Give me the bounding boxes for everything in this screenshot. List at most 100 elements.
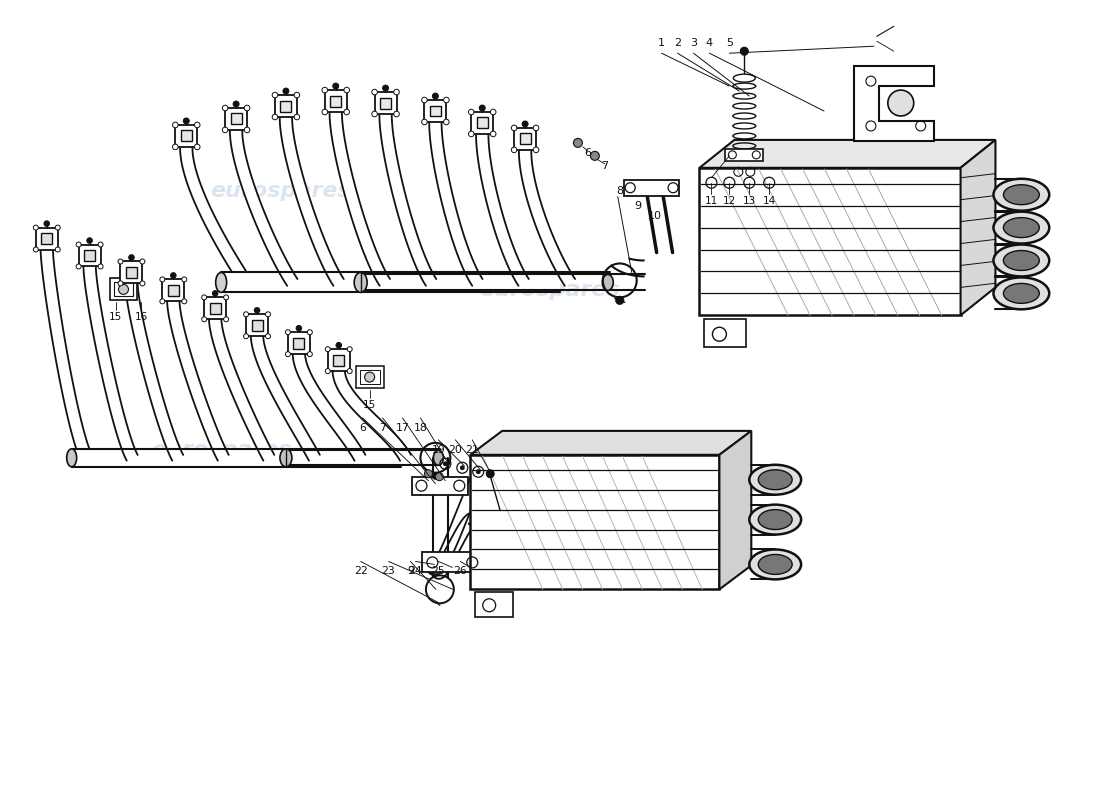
- Ellipse shape: [758, 554, 792, 574]
- Circle shape: [421, 119, 427, 125]
- Bar: [78, 245, 100, 266]
- Bar: [275, 95, 297, 117]
- Circle shape: [443, 462, 448, 466]
- Circle shape: [272, 114, 277, 120]
- Ellipse shape: [993, 212, 1049, 243]
- Text: 19: 19: [431, 445, 446, 455]
- Circle shape: [294, 114, 299, 120]
- Circle shape: [491, 110, 496, 114]
- Bar: [471, 455, 719, 590]
- Ellipse shape: [603, 274, 614, 290]
- Bar: [381, 98, 392, 109]
- Circle shape: [326, 369, 330, 374]
- Polygon shape: [180, 148, 251, 286]
- Circle shape: [432, 472, 439, 479]
- Text: 14: 14: [762, 196, 776, 206]
- Polygon shape: [230, 131, 297, 286]
- Bar: [231, 114, 242, 125]
- Text: 9: 9: [407, 566, 414, 577]
- Circle shape: [425, 470, 432, 478]
- Circle shape: [740, 47, 748, 55]
- Text: 13: 13: [742, 196, 756, 206]
- Circle shape: [486, 470, 494, 478]
- Bar: [360, 370, 379, 384]
- Circle shape: [348, 346, 352, 352]
- Text: 6: 6: [360, 423, 366, 433]
- Circle shape: [469, 110, 474, 114]
- Bar: [471, 112, 493, 134]
- Text: 21: 21: [465, 445, 480, 455]
- Circle shape: [244, 106, 250, 111]
- Circle shape: [344, 110, 350, 114]
- Polygon shape: [41, 249, 92, 461]
- Polygon shape: [293, 353, 365, 461]
- Bar: [246, 314, 268, 336]
- Circle shape: [512, 125, 517, 130]
- Text: eurospares: eurospares: [480, 280, 620, 300]
- Circle shape: [98, 242, 103, 247]
- Text: 5: 5: [726, 38, 733, 48]
- Circle shape: [888, 90, 914, 116]
- Circle shape: [182, 277, 187, 282]
- Circle shape: [294, 92, 299, 98]
- Ellipse shape: [354, 273, 367, 292]
- Text: 23: 23: [382, 566, 395, 577]
- Circle shape: [394, 111, 399, 117]
- Bar: [514, 128, 536, 150]
- Text: 10: 10: [648, 210, 661, 221]
- Polygon shape: [125, 282, 184, 461]
- Circle shape: [140, 281, 145, 286]
- Polygon shape: [471, 431, 751, 455]
- Circle shape: [244, 127, 250, 133]
- Circle shape: [33, 225, 39, 230]
- Circle shape: [285, 330, 290, 334]
- Ellipse shape: [734, 74, 756, 82]
- Circle shape: [534, 147, 539, 153]
- Circle shape: [243, 312, 249, 317]
- Bar: [328, 349, 350, 371]
- Circle shape: [296, 326, 301, 331]
- Bar: [333, 354, 344, 366]
- Text: 4: 4: [706, 38, 713, 48]
- Circle shape: [55, 225, 60, 230]
- Circle shape: [322, 110, 328, 114]
- Ellipse shape: [216, 273, 227, 292]
- Polygon shape: [431, 513, 482, 579]
- Text: 3: 3: [690, 38, 697, 48]
- Polygon shape: [167, 300, 229, 461]
- Polygon shape: [428, 457, 495, 575]
- Text: 16: 16: [135, 312, 149, 322]
- Circle shape: [254, 307, 260, 313]
- Circle shape: [394, 90, 399, 95]
- Circle shape: [344, 87, 350, 93]
- Circle shape: [195, 122, 200, 128]
- Circle shape: [460, 466, 464, 470]
- Polygon shape: [209, 318, 274, 461]
- Circle shape: [173, 122, 178, 128]
- Circle shape: [222, 106, 228, 111]
- Ellipse shape: [758, 470, 792, 490]
- Bar: [375, 92, 396, 114]
- Circle shape: [480, 105, 485, 111]
- Circle shape: [364, 372, 375, 382]
- Bar: [205, 298, 227, 319]
- Bar: [412, 477, 469, 494]
- Text: 25: 25: [431, 566, 446, 577]
- Circle shape: [476, 470, 481, 474]
- Bar: [280, 101, 292, 111]
- Ellipse shape: [993, 178, 1049, 210]
- Bar: [226, 108, 248, 130]
- Circle shape: [421, 98, 427, 103]
- Circle shape: [119, 285, 129, 294]
- Text: 18: 18: [414, 423, 427, 433]
- Circle shape: [512, 147, 517, 153]
- Text: 2: 2: [674, 38, 681, 48]
- Polygon shape: [332, 370, 411, 461]
- Circle shape: [326, 346, 330, 352]
- Bar: [725, 149, 763, 161]
- Bar: [84, 250, 95, 261]
- Circle shape: [223, 317, 229, 322]
- Text: 8: 8: [616, 186, 624, 196]
- Circle shape: [372, 90, 377, 95]
- Circle shape: [87, 238, 92, 243]
